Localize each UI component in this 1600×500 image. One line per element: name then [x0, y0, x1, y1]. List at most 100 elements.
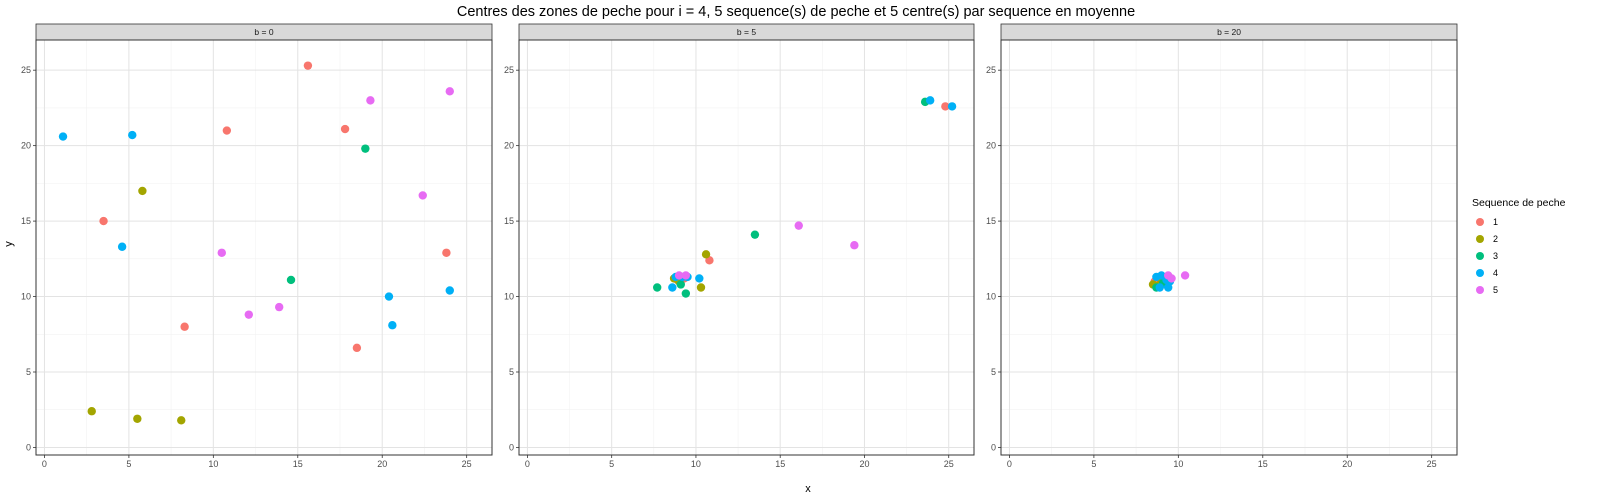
data-point-series-2 — [133, 414, 142, 423]
x-tick-label: 0 — [42, 459, 47, 469]
legend: Sequence de peche 1 2 3 4 5 — [1472, 197, 1566, 298]
data-point-series-4 — [925, 96, 935, 105]
facet-panels: b = 0 0 5 10 15 20 25 0 5 10 15 20 25 b = 5 0 5 10 15 20 25… — [21, 23, 1458, 469]
x-tick-label: 10 — [1173, 459, 1183, 469]
y-tick-label: 15 — [986, 216, 996, 226]
facet-strip-label: b = 0 — [254, 27, 273, 37]
facet-panel: b = 0 0 5 10 15 20 25 0 5 10 15 20 25 — [21, 23, 493, 469]
data-point-series-5 — [418, 191, 427, 200]
y-tick-label: 25 — [986, 65, 996, 75]
data-point-series-4 — [695, 274, 704, 283]
data-point-series-5 — [366, 96, 375, 105]
x-tick-label: 20 — [1342, 459, 1352, 469]
data-point-series-4 — [384, 292, 394, 301]
y-tick-label: 0 — [26, 442, 31, 452]
data-point-series-3 — [652, 283, 662, 292]
data-point-series-4 — [445, 286, 454, 295]
y-tick-label: 5 — [26, 367, 31, 377]
x-tick-label: 25 — [1427, 459, 1437, 469]
data-point-series-3 — [361, 144, 370, 153]
x-tick-label: 5 — [126, 459, 131, 469]
y-tick-label: 20 — [986, 141, 996, 151]
data-point-series-2 — [696, 283, 706, 292]
x-tick-label: 15 — [775, 459, 785, 469]
data-point-series-2 — [177, 416, 186, 425]
legend-title: Sequence de peche — [1472, 197, 1566, 209]
y-tick-label: 10 — [986, 292, 996, 302]
data-point-series-4 — [388, 321, 397, 330]
x-tick-label: 0 — [525, 459, 530, 469]
data-point-series-5 — [681, 271, 691, 280]
y-tick-label: 15 — [504, 216, 514, 226]
data-point-series-5 — [445, 87, 454, 96]
facet-strip-label: b = 5 — [737, 27, 756, 37]
legend-entry-label: 3 — [1493, 251, 1498, 261]
facet-panel: b = 5 0 5 10 15 20 25 0 5 10 15 20 25 — [504, 23, 975, 469]
x-tick-label: 0 — [1007, 459, 1012, 469]
data-point-series-4 — [1155, 283, 1164, 292]
data-point-series-4 — [668, 283, 677, 292]
panel-background — [36, 40, 492, 455]
x-tick-label: 10 — [691, 459, 701, 469]
data-point-series-1 — [442, 248, 451, 257]
data-point-series-5 — [275, 302, 284, 312]
legend-swatch — [1476, 269, 1484, 277]
legend-swatch — [1476, 218, 1484, 226]
y-tick-label: 0 — [509, 442, 514, 452]
legend-swatch — [1476, 235, 1484, 243]
x-tick-label: 10 — [208, 459, 218, 469]
x-tick-label: 5 — [1091, 459, 1096, 469]
legend-swatch — [1476, 286, 1484, 294]
y-tick-label: 5 — [509, 367, 514, 377]
data-point-series-4 — [58, 132, 68, 141]
legend-entry-label: 2 — [1493, 234, 1498, 244]
data-point-series-2 — [701, 250, 711, 259]
panel-border — [35, 39, 493, 456]
data-point-series-4 — [117, 242, 127, 251]
x-tick-label: 25 — [462, 459, 472, 469]
data-point-series-2 — [87, 407, 96, 416]
data-point-series-1 — [303, 61, 313, 70]
y-tick-label: 0 — [991, 442, 996, 452]
y-tick-label: 20 — [504, 141, 514, 151]
x-tick-label: 20 — [859, 459, 869, 469]
legend-entry-label: 5 — [1493, 285, 1498, 295]
x-tick-label: 20 — [377, 459, 387, 469]
chart-title: Centres des zones de peche pour i = 4, 5… — [457, 4, 1135, 20]
panel-border — [518, 39, 975, 456]
panel-background — [1001, 40, 1457, 455]
y-tick-label: 20 — [21, 141, 31, 151]
data-point-series-3 — [286, 275, 296, 285]
x-tick-label: 15 — [1258, 459, 1268, 469]
facet-panel: b = 20 0 5 10 15 20 25 0 5 10 15 20 25 — [986, 23, 1458, 469]
data-point-series-5 — [794, 221, 803, 230]
data-point-series-5 — [244, 310, 253, 319]
legend-entry-label: 1 — [1493, 217, 1498, 227]
panel-border — [1000, 39, 1458, 456]
data-point-series-1 — [180, 322, 189, 331]
data-point-series-1 — [941, 102, 950, 111]
data-point-series-4 — [947, 102, 957, 111]
y-tick-label: 5 — [991, 367, 996, 377]
data-point-series-4 — [128, 130, 137, 140]
y-tick-label: 10 — [21, 292, 31, 302]
x-tick-label: 25 — [944, 459, 954, 469]
data-point-series-5 — [1167, 274, 1176, 283]
legend-swatch — [1476, 252, 1484, 260]
data-point-series-1 — [340, 124, 350, 134]
data-point-series-1 — [352, 343, 362, 353]
data-point-series-5 — [217, 248, 226, 257]
data-point-series-1 — [99, 216, 108, 226]
panel-background — [519, 40, 974, 455]
data-point-series-5 — [850, 241, 859, 250]
data-point-series-5 — [1180, 271, 1190, 280]
x-axis-title: x — [805, 483, 811, 495]
data-point-series-2 — [138, 186, 147, 196]
facet-strip-label: b = 20 — [1217, 27, 1241, 37]
legend-entry-label: 4 — [1493, 268, 1498, 278]
x-tick-label: 15 — [293, 459, 303, 469]
data-point-series-1 — [222, 126, 232, 135]
data-point-series-3 — [750, 230, 760, 239]
y-tick-label: 25 — [504, 65, 514, 75]
